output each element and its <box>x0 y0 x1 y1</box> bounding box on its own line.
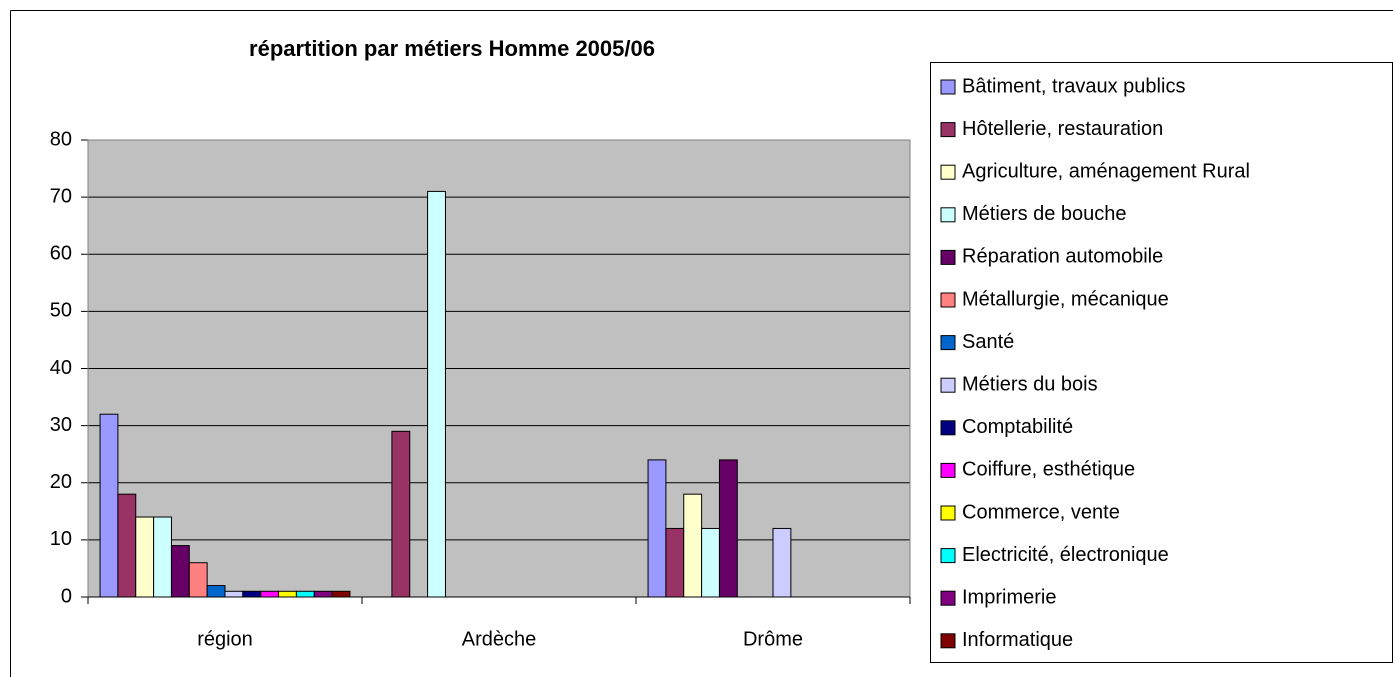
bar <box>331 590 351 598</box>
legend-swatch <box>940 505 956 521</box>
legend-swatch <box>940 590 956 606</box>
legend-swatch <box>940 462 956 478</box>
bar <box>117 493 137 598</box>
y-tick-label: 30 <box>50 414 72 436</box>
bar <box>313 590 333 598</box>
bar <box>99 413 119 598</box>
legend-label: Hôtellerie, restauration <box>962 118 1163 140</box>
legend-swatch <box>940 122 956 138</box>
legend-label: Imprimerie <box>962 586 1056 608</box>
bar <box>718 459 738 598</box>
legend-label: Agriculture, aménagement Rural <box>962 160 1250 182</box>
legend-swatch <box>940 207 956 223</box>
bar <box>391 430 411 598</box>
legend-label: Comptabilité <box>962 416 1073 438</box>
bar <box>772 527 792 598</box>
legend-label: Métallurgie, mécanique <box>962 288 1169 310</box>
legend-swatch <box>940 633 956 649</box>
x-tick-label: Ardèche <box>462 628 537 650</box>
bar <box>278 590 297 598</box>
bar <box>647 459 667 598</box>
legend-swatch <box>940 377 956 393</box>
bar <box>701 527 720 598</box>
bar <box>683 493 703 598</box>
bar <box>153 516 172 598</box>
bar <box>260 590 280 598</box>
legend-label: Métiers du bois <box>962 373 1098 395</box>
y-tick-label: 0 <box>61 585 72 607</box>
x-tick-label: région <box>197 628 253 650</box>
legend-label: Réparation automobile <box>962 246 1163 268</box>
bar <box>224 590 244 598</box>
legend-label: Métiers de bouche <box>962 203 1127 225</box>
bar <box>206 585 226 598</box>
bar <box>295 590 315 598</box>
y-tick-label: 70 <box>50 185 72 207</box>
y-tick-label: 50 <box>50 300 72 322</box>
legend-swatch <box>940 420 956 436</box>
legend-swatch <box>940 164 956 180</box>
legend-label: Electricité, électronique <box>962 544 1169 566</box>
legend-box <box>930 62 1393 663</box>
chart-title: répartition par métiers Homme 2005/06 <box>249 36 655 61</box>
bar <box>242 590 262 598</box>
bar <box>135 516 155 598</box>
bar <box>427 190 446 598</box>
y-tick-label: 20 <box>50 471 72 493</box>
y-tick-label: 40 <box>50 357 72 379</box>
legend-swatch <box>940 292 956 308</box>
legend-swatch <box>940 249 956 265</box>
bar <box>170 545 190 598</box>
legend-label: Informatique <box>962 629 1073 651</box>
legend-swatch <box>940 335 956 351</box>
legend-swatch <box>940 548 956 564</box>
legend-label: Coiffure, esthétique <box>962 459 1135 481</box>
y-tick-label: 80 <box>50 128 72 150</box>
bar <box>665 527 685 598</box>
y-tick-label: 10 <box>50 528 72 550</box>
legend-label: Santé <box>962 331 1014 353</box>
x-tick-label: Drôme <box>743 628 803 650</box>
y-tick-label: 60 <box>50 243 72 265</box>
legend-label: Bâtiment, travaux publics <box>962 75 1185 97</box>
legend-label: Commerce, vente <box>962 501 1120 523</box>
legend-swatch <box>940 79 956 95</box>
bar <box>188 562 208 598</box>
